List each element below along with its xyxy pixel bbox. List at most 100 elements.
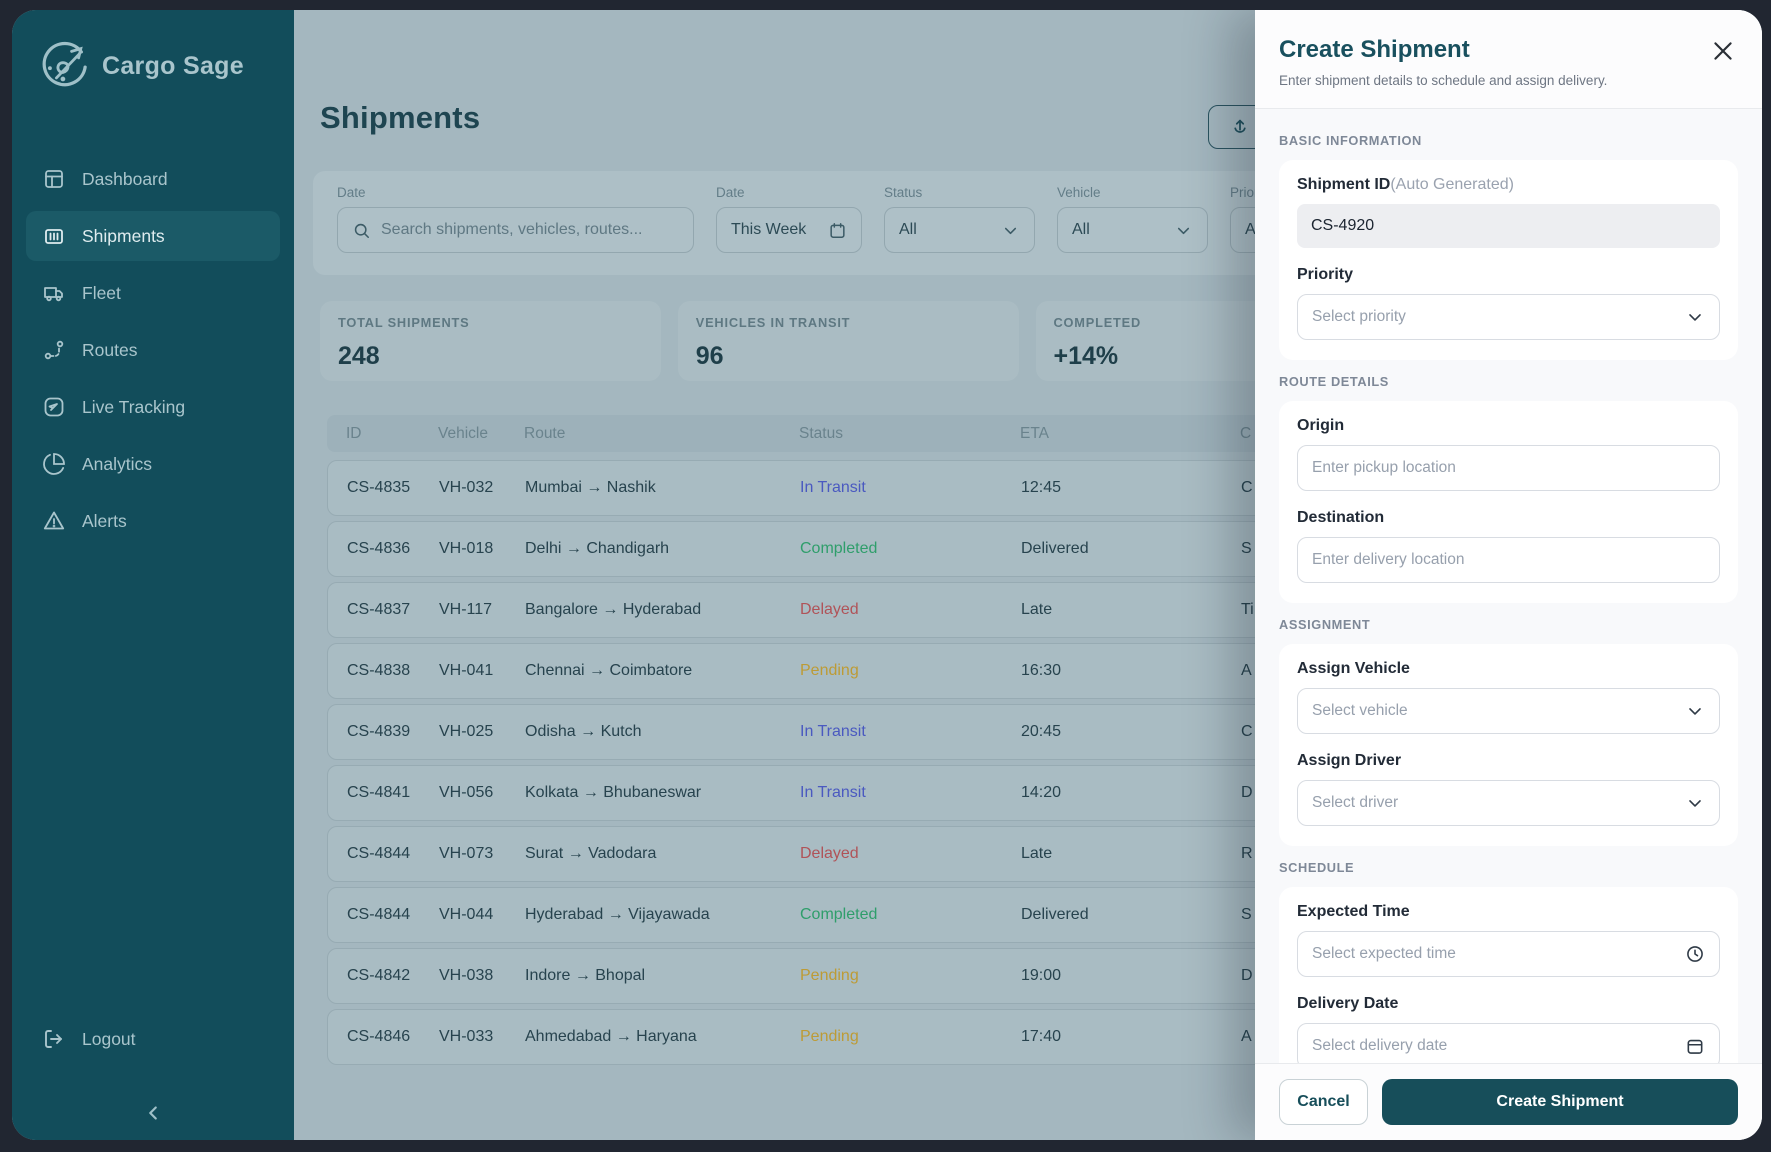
cell-last: S: [1241, 906, 1252, 923]
cell-vehicle: VH-032: [439, 479, 494, 496]
sidebar-item-fleet[interactable]: Fleet: [26, 268, 280, 318]
cell-status: Pending: [800, 967, 859, 984]
status-filter-label: Status: [884, 185, 923, 200]
cell-id: CS-4846: [347, 1028, 411, 1045]
close-icon: [1710, 38, 1736, 64]
app-logo: Cargo Sage: [12, 40, 294, 92]
chevron-down-icon: [1685, 307, 1705, 327]
column-header-route: Route: [524, 424, 566, 442]
assign-driver-label: Assign Driver: [1297, 752, 1402, 769]
cell-eta: Late: [1021, 845, 1053, 862]
cell-status: Delayed: [800, 601, 859, 618]
modal-body: BASIC INFORMATION Shipment ID(Auto Gener…: [1255, 109, 1762, 1063]
search-input[interactable]: Search shipments, vehicles, routes...: [337, 207, 694, 253]
date-filter[interactable]: This Week: [716, 207, 862, 253]
cell-vehicle: VH-117: [439, 601, 493, 618]
vehicle-filter-value: All: [1072, 221, 1090, 238]
assign-vehicle-select[interactable]: Select vehicle: [1297, 688, 1720, 734]
cell-id: CS-4837: [347, 601, 411, 618]
priority-label: Priority: [1297, 266, 1354, 283]
cell-last: A: [1241, 662, 1252, 679]
modal-header: Create Shipment Enter shipment details t…: [1255, 10, 1762, 109]
cell-route: Bangalore → Hyderabad: [525, 601, 702, 618]
priority-select-placeholder: Select priority: [1312, 308, 1406, 325]
logout-button[interactable]: Logout: [26, 1014, 280, 1064]
sidebar-item-shipments[interactable]: Shipments: [26, 211, 280, 261]
cell-vehicle: VH-073: [439, 845, 494, 862]
cell-vehicle: VH-025: [439, 723, 494, 740]
cell-last: Ti: [1241, 601, 1254, 618]
routes-icon: [42, 338, 66, 362]
assign-driver-select[interactable]: Select driver: [1297, 780, 1720, 826]
cell-eta: Delivered: [1021, 540, 1089, 557]
shipment-id-field: CS-4920: [1297, 204, 1720, 248]
status-filter[interactable]: All: [884, 207, 1035, 253]
app-title: Cargo Sage: [102, 51, 244, 80]
cell-vehicle: VH-041: [439, 662, 494, 679]
create-shipment-button[interactable]: Create Shipment: [1382, 1079, 1738, 1125]
cell-vehicle: VH-038: [439, 967, 494, 984]
clock-icon: [1685, 944, 1705, 964]
cell-last: A: [1241, 1028, 1252, 1045]
cell-eta: 12:45: [1021, 479, 1062, 496]
assign-vehicle-label: Assign Vehicle: [1297, 660, 1410, 677]
close-button[interactable]: [1710, 38, 1736, 64]
cell-last: R: [1241, 845, 1253, 862]
sidebar-item-dashboard[interactable]: Dashboard: [26, 154, 280, 204]
stat-total-shipments: TOTAL SHIPMENTS 248: [320, 301, 661, 381]
date-filter-value: This Week: [731, 221, 807, 238]
cell-last: C: [1241, 723, 1253, 740]
sidebar-item-live-tracking[interactable]: Live Tracking: [26, 382, 280, 432]
assign-vehicle-placeholder: Select vehicle: [1312, 702, 1408, 719]
cell-id: CS-4838: [347, 662, 411, 679]
cell-route: Delhi → Chandigarh: [525, 540, 670, 557]
cell-vehicle: VH-018: [439, 540, 494, 557]
priority-select[interactable]: Select priority: [1297, 294, 1720, 340]
chevron-down-icon: [1685, 793, 1705, 813]
origin-label: Origin: [1297, 417, 1345, 434]
delivery-date-label: Delivery Date: [1297, 995, 1399, 1012]
cancel-button[interactable]: Cancel: [1279, 1079, 1368, 1125]
stat-vehicles-in-transit: VEHICLES IN TRANSIT 96: [677, 301, 1019, 381]
origin-input[interactable]: Enter pickup location: [1297, 445, 1720, 491]
vehicle-filter[interactable]: All: [1057, 207, 1208, 253]
origin-placeholder: Enter pickup location: [1312, 459, 1456, 476]
basic-information-card: Shipment ID(Auto Generated) CS-4920 Prio…: [1279, 160, 1738, 360]
cell-eta: 16:30: [1021, 662, 1062, 679]
cell-id: CS-4839: [347, 723, 411, 740]
cell-last: D: [1241, 784, 1253, 801]
sidebar-collapse-button[interactable]: [26, 1102, 280, 1124]
delivery-date-input[interactable]: Select delivery date: [1297, 1023, 1720, 1063]
sidebar-item-analytics[interactable]: Analytics: [26, 439, 280, 489]
cell-route: Mumbai → Nashik: [525, 479, 656, 496]
destination-input[interactable]: Enter delivery location: [1297, 537, 1720, 583]
column-header-vehicle: Vehicle: [438, 424, 488, 442]
logout-label: Logout: [82, 1028, 136, 1049]
cell-eta: 20:45: [1021, 723, 1062, 740]
modal-title: Create Shipment: [1279, 36, 1470, 63]
sidebar-nav: Dashboard Shipments Fleet Routes Live Tr…: [12, 154, 294, 546]
cell-route: Chennai → Coimbatore: [525, 662, 693, 679]
sidebar-item-routes[interactable]: Routes: [26, 325, 280, 375]
cell-route: Odisha → Kutch: [525, 723, 642, 740]
chevron-down-icon: [1001, 221, 1020, 240]
destination-placeholder: Enter delivery location: [1312, 551, 1465, 568]
alerts-icon: [42, 509, 66, 533]
cell-id: CS-4835: [347, 479, 411, 496]
page-title: Shipments: [320, 100, 481, 135]
column-header-eta: ETA: [1020, 424, 1049, 442]
cell-id: CS-4844: [347, 845, 411, 862]
column-header-status: Status: [799, 424, 843, 442]
shipment-id-label: Shipment ID(Auto Generated): [1297, 176, 1514, 193]
assign-driver-placeholder: Select driver: [1312, 794, 1399, 811]
expected-time-input[interactable]: Select expected time: [1297, 931, 1720, 977]
stat-value: 96: [695, 342, 724, 370]
sidebar-item-alerts[interactable]: Alerts: [26, 496, 280, 546]
cell-eta: Delivered: [1021, 906, 1089, 923]
section-route-details: ROUTE DETAILS: [1279, 374, 1389, 389]
cell-status: In Transit: [800, 479, 866, 496]
cell-status: In Transit: [800, 784, 866, 801]
stat-value: +14%: [1053, 342, 1119, 370]
app-window: Cargo Sage Dashboard Shipments Fleet Rou…: [12, 10, 1762, 1140]
create-shipment-modal: Create Shipment Enter shipment details t…: [1255, 10, 1762, 1140]
